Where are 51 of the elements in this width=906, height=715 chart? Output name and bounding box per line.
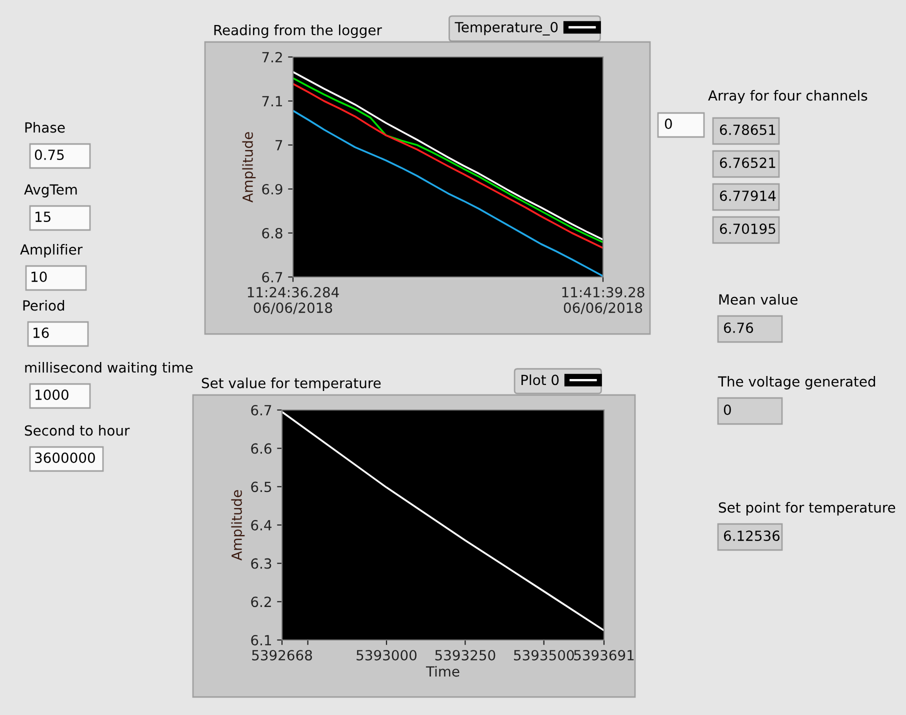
y-tick-label: 6.8	[262, 228, 282, 238]
text: 6.76	[724, 322, 754, 334]
y-axis-title: Amplitude	[242, 132, 256, 202]
text: 6.70195	[720, 224, 776, 234]
text: Amplifier	[20, 244, 83, 258]
text: Array for four channels	[708, 90, 868, 104]
x-tick-label: 5393000	[356, 650, 417, 660]
text: 6.78651	[720, 124, 776, 136]
chart-title: Set value for temperature	[202, 378, 381, 391]
y-tick-label: 7	[276, 140, 282, 150]
y-tick-label: 6.7	[262, 272, 282, 282]
text: 10	[32, 272, 47, 282]
x-tick-label: 5392668	[252, 650, 312, 660]
y-tick-label: 6.6	[251, 443, 272, 454]
text: 15	[36, 212, 50, 222]
legend-label: Temperature_0	[454, 22, 558, 36]
x-tick-label: 11:41:39.28 06/06/2018	[562, 286, 644, 314]
legend-label: Plot 0	[521, 374, 559, 386]
x-tick-label: 5393500	[514, 650, 574, 660]
y-tick-label: 7.2	[262, 52, 282, 62]
y-tick-label: 6.5	[251, 482, 272, 492]
text: AvgTem	[24, 184, 77, 198]
y-tick-label: 6.7	[251, 404, 272, 416]
y-tick-label: 6.9	[262, 184, 282, 194]
x-tick-label: 11:24:36.284 06/06/2018	[248, 286, 339, 314]
text: millisecond waiting time	[25, 362, 193, 376]
y-tick-label: 6.1	[251, 634, 271, 646]
text: Mean value	[719, 294, 798, 305]
text: 3600000	[35, 452, 95, 464]
y-tick-label: 6.4	[251, 520, 272, 530]
x-tick-label: 5393250	[435, 650, 496, 660]
text: 16	[34, 328, 49, 338]
y-tick-label: 7.1	[262, 96, 282, 106]
text: Second to hour	[24, 425, 130, 436]
text: Period	[23, 300, 64, 311]
text: 6.76521	[720, 158, 776, 168]
x-tick-label: 5393691	[574, 650, 634, 660]
y-axis-title: Amplitude	[231, 490, 245, 560]
text: 6.77914	[720, 190, 776, 202]
y-tick-label: 6.2	[251, 596, 271, 608]
text: 0	[664, 118, 672, 130]
text: The voltage generated	[718, 376, 876, 390]
text: 0.75	[34, 150, 64, 160]
y-tick-label: 6.3	[251, 558, 272, 569]
text: Set point for temperature	[718, 502, 896, 516]
x-axis-title: Time	[426, 666, 460, 677]
chart-title: Reading from the logger	[214, 24, 382, 38]
text: 6.12536	[724, 530, 780, 542]
text: Phase	[25, 122, 65, 133]
text: 0	[724, 404, 731, 416]
text: 1000	[36, 390, 68, 400]
